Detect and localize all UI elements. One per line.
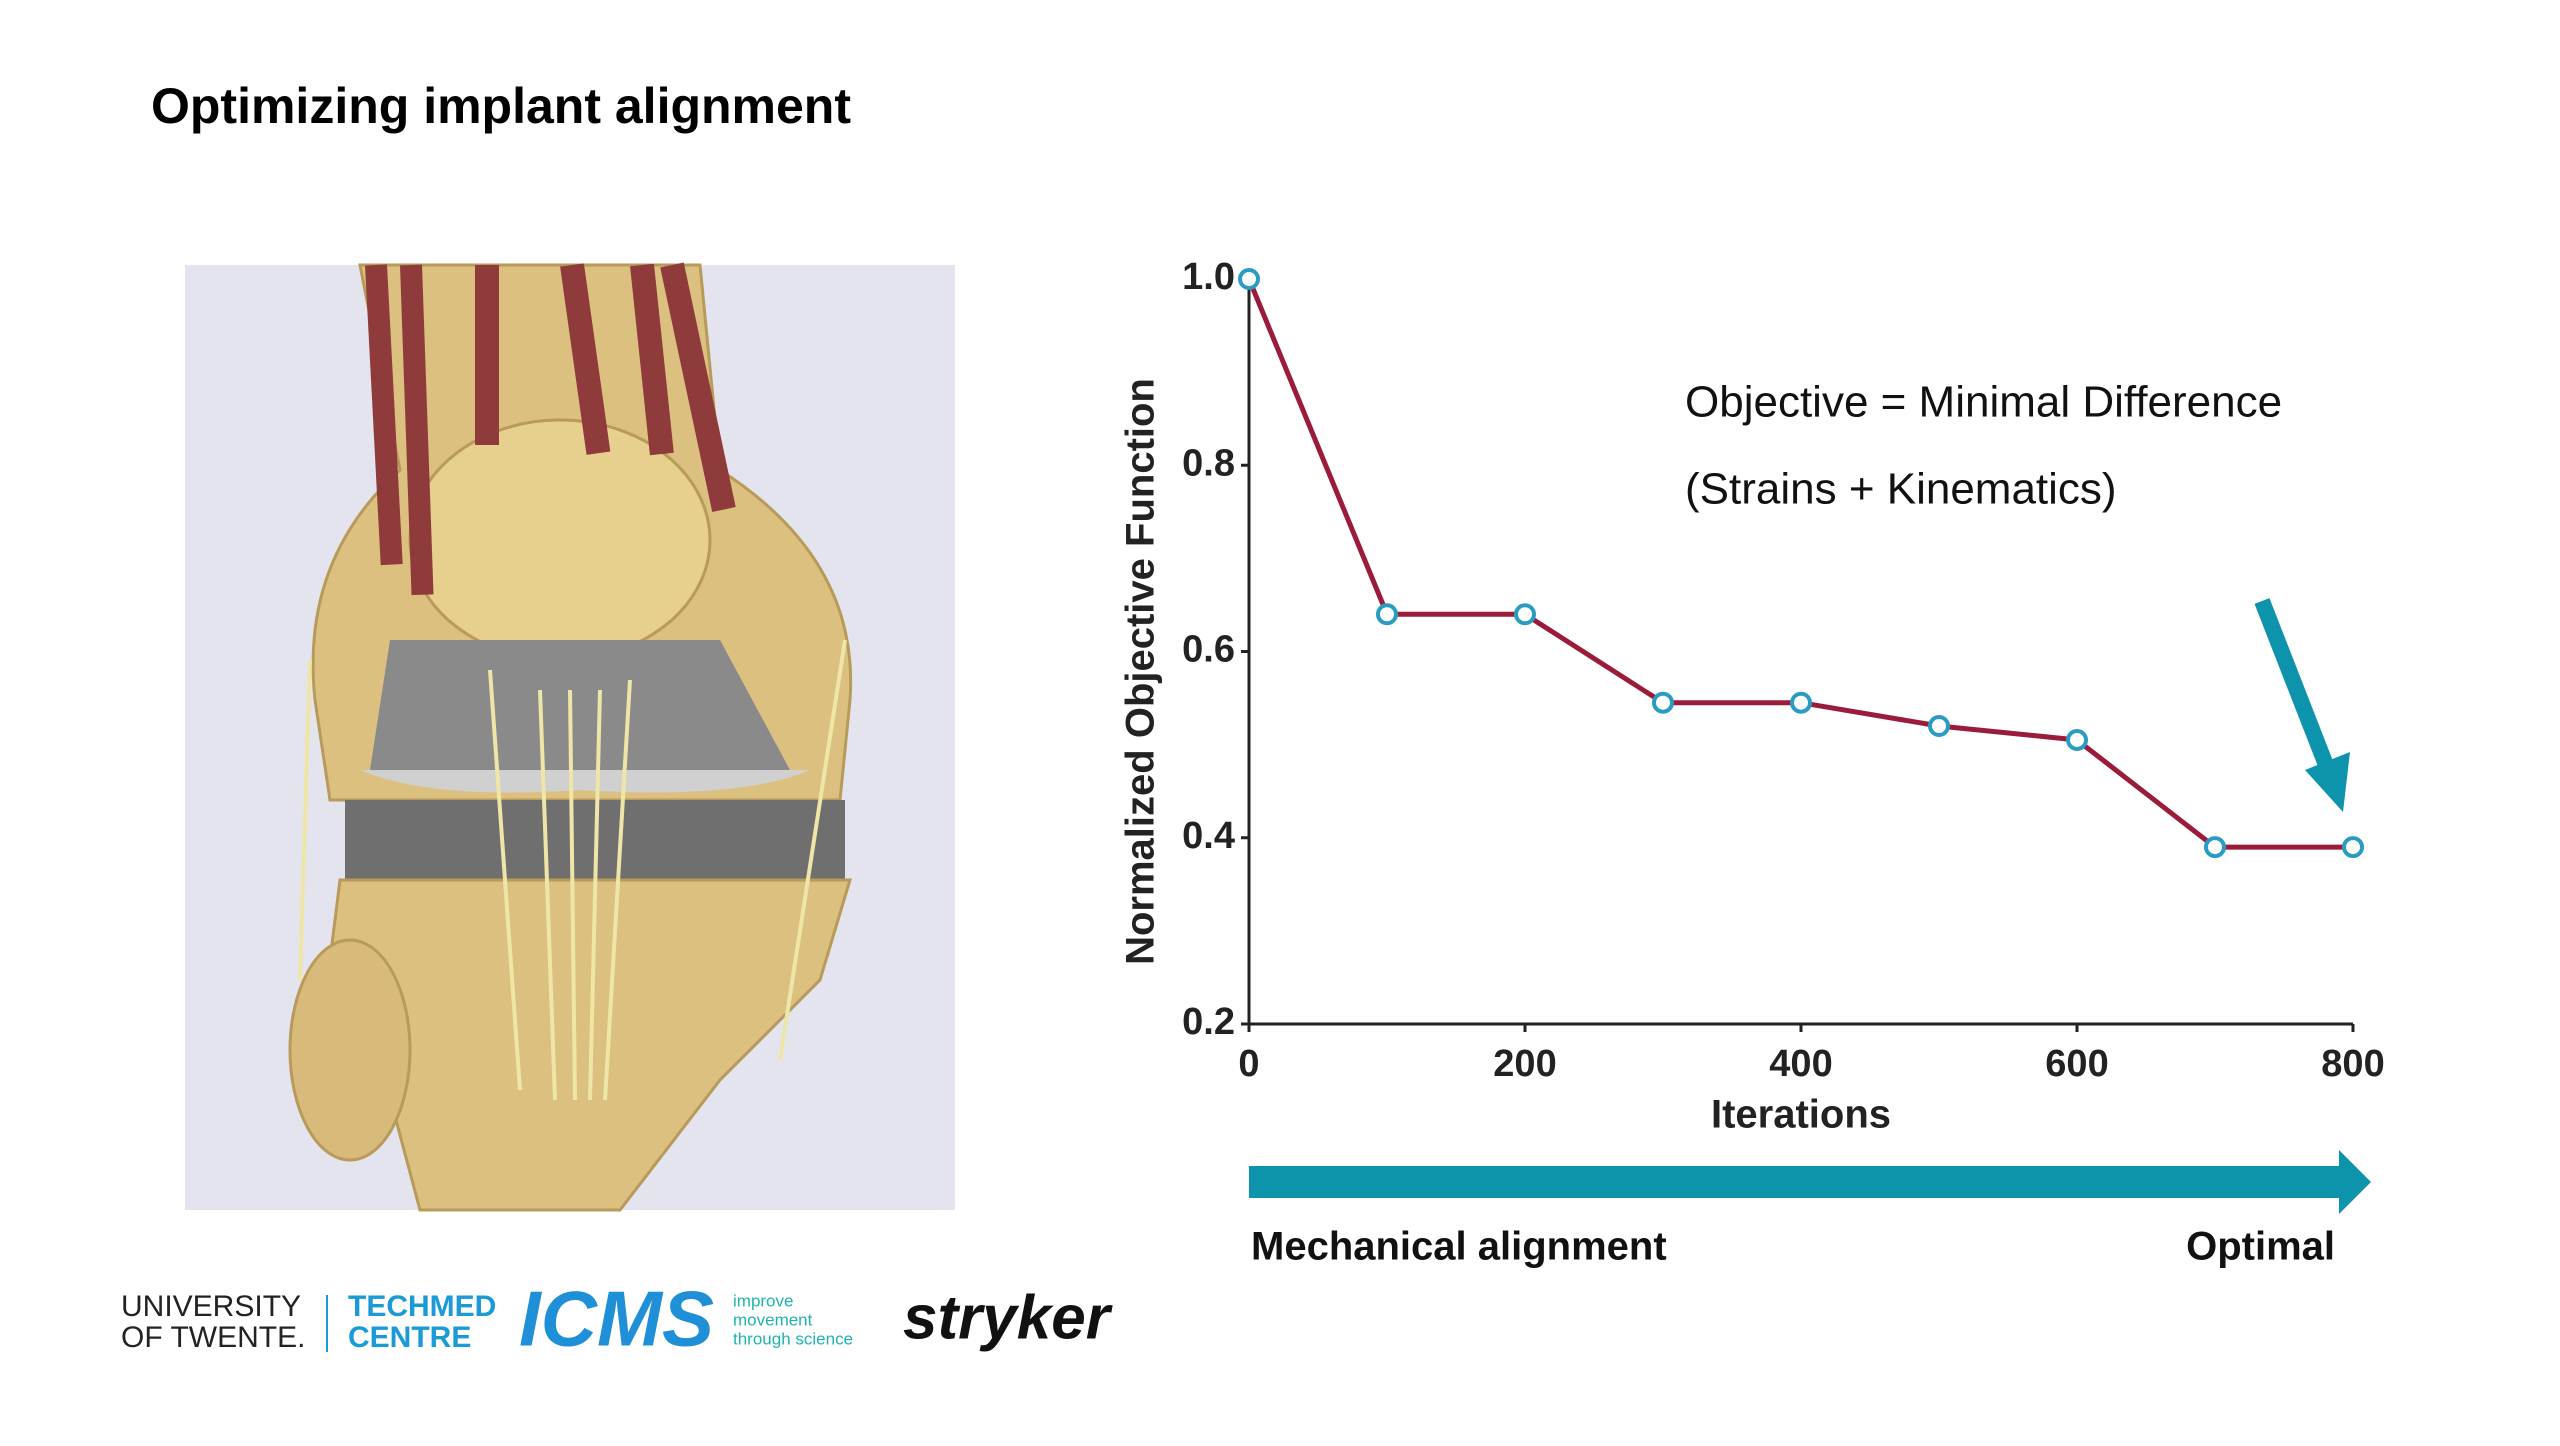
logo-text: movement: [733, 1310, 813, 1329]
logos: UNIVERSITY OF TWENTE. TECHMED CENTRE ICM…: [121, 1275, 1113, 1363]
x-axis-label: Iterations: [1711, 1093, 1891, 1137]
data-point: [1376, 603, 1398, 626]
data-point: [1514, 603, 1536, 626]
y-tick-label: 0.8: [1182, 442, 1235, 484]
data-point: [2342, 836, 2364, 859]
data-point: [1652, 691, 1674, 714]
x-tick-label: 400: [1769, 1043, 1832, 1085]
data-point: [2204, 836, 2226, 859]
logo-text: TECHMED: [348, 1290, 496, 1323]
y-tick-label: 0.6: [1182, 629, 1235, 671]
pointer-arrow-shaft: [2254, 598, 2334, 768]
x-tick-label: 800: [2321, 1043, 2384, 1085]
logo-text: OF TWENTE.: [121, 1321, 305, 1354]
logo-text: CENTRE: [348, 1321, 471, 1354]
annotation: Objective = Minimal Difference: [1685, 378, 2282, 427]
x-tick-label: 600: [2045, 1043, 2108, 1085]
y-tick-label: 0.2: [1182, 1001, 1235, 1043]
data-point: [2066, 728, 2088, 751]
data-point: [1928, 715, 1950, 737]
progress-arrow-shaft: [1249, 1166, 2339, 1198]
logo-text: through science: [733, 1329, 853, 1348]
pointer-arrow-head: [2305, 752, 2350, 812]
chart: 0.2 0.4 0.6 0.8 1.0 0 200 400 600 800 Iterations No…: [1119, 256, 2385, 1269]
logo-text: improve: [733, 1291, 793, 1310]
arrow-label: Optimal: [2186, 1225, 2335, 1269]
x-tick-label: 0: [1238, 1043, 1259, 1085]
annotation: (Strains + Kinematics): [1685, 465, 2117, 514]
progress-arrow-head: [2339, 1150, 2371, 1214]
y-tick-label: 1.0: [1182, 256, 1235, 298]
y-tick-label: 0.4: [1182, 815, 1235, 857]
knee-illustration: [185, 262, 955, 1212]
logo-text: UNIVERSITY: [121, 1290, 301, 1323]
x-tick-label: 200: [1493, 1043, 1556, 1085]
logo-stryker: stryker: [903, 1283, 1113, 1352]
data-point: [1790, 691, 1812, 714]
data-point: [1238, 268, 1260, 290]
data-line: [1246, 278, 2353, 850]
y-axis-label: Normalized Objective Function: [1119, 378, 1163, 965]
slide-title: Optimizing implant alignment: [151, 78, 851, 134]
arrow-label: Mechanical alignment: [1251, 1225, 1667, 1269]
logo-icms: ICMS: [519, 1275, 714, 1363]
